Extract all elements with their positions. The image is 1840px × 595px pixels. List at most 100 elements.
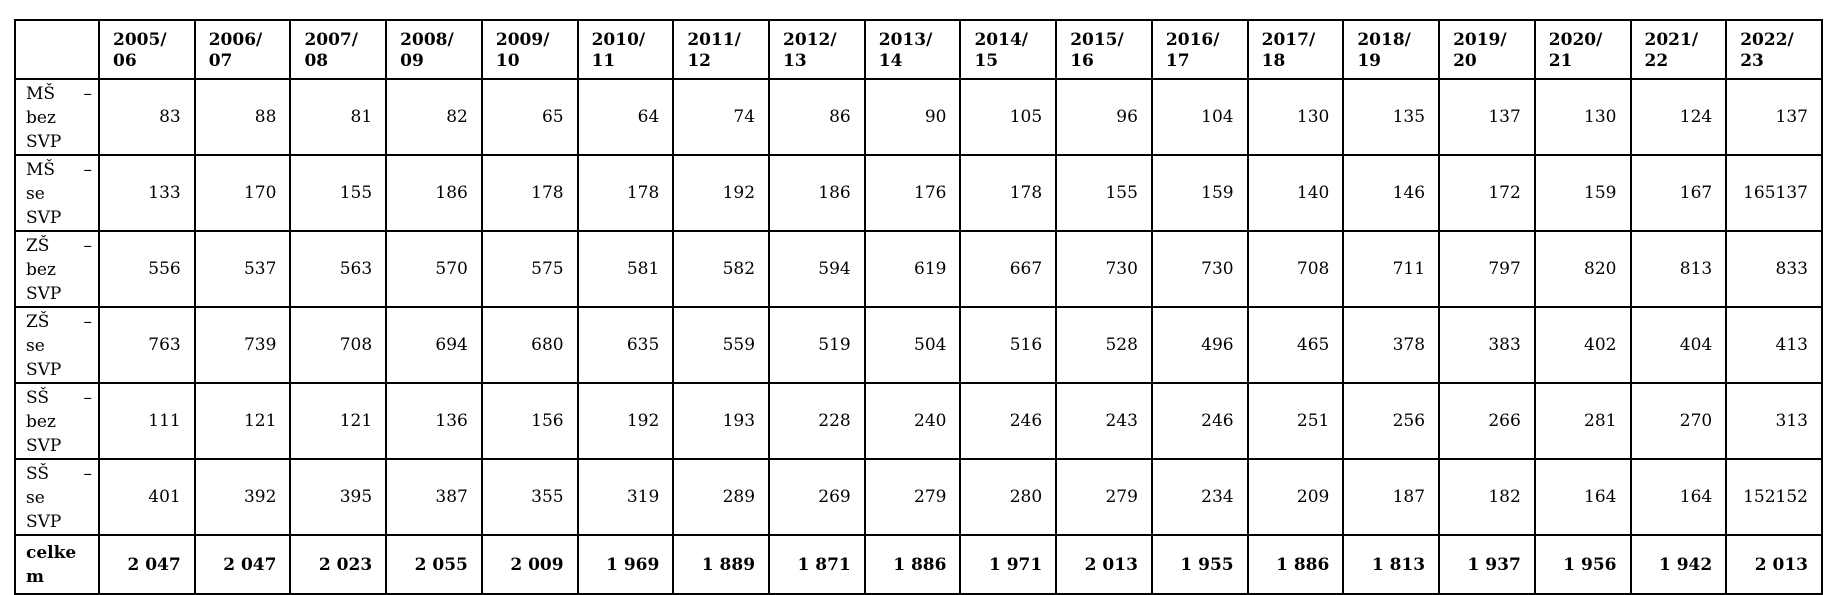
table-cell: 319	[576, 458, 675, 536]
table-cell: 694	[385, 306, 483, 384]
table-row: ZŠ – bez SVP 556 537 563 570 575 581 582 594 619 667 7…	[14, 230, 1823, 308]
year-header-text: 2009/	[495, 30, 550, 50]
year-header-text: 2012/	[783, 30, 837, 50]
year-header: 2009/10	[480, 19, 579, 80]
table-cell: 680	[480, 306, 579, 384]
row-header-dash: –	[83, 84, 93, 104]
row-header-text: bez	[26, 412, 56, 432]
table-cell: 395	[289, 458, 388, 536]
year-header: 2020/21	[1533, 19, 1632, 80]
year-header-text: 06	[113, 51, 137, 71]
table-cell: 708	[289, 306, 388, 384]
year-header-text: 21	[1548, 51, 1573, 71]
year-header-text: 10	[495, 51, 520, 71]
table-row: SŠ – bez SVP 111 121 121 136 156 192 193 228 240 246 2…	[14, 382, 1823, 460]
table-cell: 133	[98, 154, 196, 232]
row-header-text: SVP	[26, 512, 62, 532]
table-cell: 556	[98, 230, 196, 308]
row-header: SŠ – se SVP	[14, 458, 100, 536]
year-header: 2021/22	[1629, 19, 1728, 80]
table-cell: 251	[1246, 382, 1345, 460]
table-cell: 559	[672, 306, 771, 384]
table-cell: 186	[768, 154, 866, 232]
table-cell: 402	[1533, 306, 1632, 384]
table-cell: 270	[1629, 382, 1728, 460]
year-header: 2010/11	[576, 19, 675, 80]
table-cell: 124	[1629, 78, 1728, 156]
row-header-level: MŠ	[26, 84, 56, 104]
table-cell: 164	[1533, 458, 1632, 536]
row-header-text: se	[26, 336, 45, 356]
table-body: MŠ – bez SVP 83 88 81 82 65 64 74 86 90 105 96 104 130 13…	[14, 78, 1823, 595]
table-cell: 496	[1150, 306, 1249, 384]
table-cell: 81	[289, 78, 388, 156]
table-cell: 730	[1055, 230, 1153, 308]
table-cell: 243	[1055, 382, 1153, 460]
total-cell: 1 889	[672, 534, 771, 595]
table-cell: 667	[959, 230, 1058, 308]
year-header: 2005/06	[98, 19, 196, 80]
table-cell: 192	[576, 382, 675, 460]
table-cell: 279	[863, 458, 962, 536]
total-row-header: celke m	[14, 534, 100, 595]
year-header-text: 2005/	[113, 30, 167, 50]
table-cell: 193	[672, 382, 771, 460]
table-cell: 404	[1629, 306, 1728, 384]
row-header-text: SVP	[26, 284, 62, 304]
year-header-text: 2011/	[687, 30, 741, 50]
row-header-dash: –	[83, 236, 93, 256]
row-header-text: SVP	[26, 208, 62, 228]
row-header: ZŠ – se SVP	[14, 306, 100, 384]
total-cell: 2 047	[193, 534, 292, 595]
year-header-text: 16	[1070, 51, 1094, 71]
table-cell: 192	[672, 154, 771, 232]
table-cell: 74	[672, 78, 771, 156]
table-cell: 355	[480, 458, 579, 536]
row-header-text: SVP	[26, 436, 62, 456]
year-header-text: 08	[304, 51, 329, 71]
table-cell: 159	[1150, 154, 1249, 232]
total-cell: 1 871	[768, 534, 866, 595]
year-header-text: 19	[1357, 51, 1382, 71]
table-cell: 130	[1533, 78, 1632, 156]
table-cell: 619	[863, 230, 962, 308]
year-header-text: 2022/	[1740, 30, 1794, 50]
total-cell: 2 013	[1725, 534, 1823, 595]
table-cell: 280	[959, 458, 1058, 536]
year-header: 2012/13	[768, 19, 866, 80]
year-header: 2017/18	[1246, 19, 1345, 80]
table-cell: 96	[1055, 78, 1153, 156]
year-header-text: 15	[974, 51, 999, 71]
year-header-text: 2017/	[1261, 30, 1316, 50]
table-cell: 246	[959, 382, 1058, 460]
table-cell: 121	[193, 382, 292, 460]
year-header-text: 22	[1644, 51, 1669, 71]
table-cell: 176	[863, 154, 962, 232]
total-cell: 1 969	[576, 534, 675, 595]
table-cell: 146	[1342, 154, 1441, 232]
row-header-text: SVP	[26, 360, 62, 380]
table-cell: 121	[289, 382, 388, 460]
table-cell: 170	[193, 154, 292, 232]
row-header-dash: –	[83, 464, 93, 484]
table-cell: 575	[480, 230, 579, 308]
table-cell: 65	[480, 78, 579, 156]
total-cell: 1 971	[959, 534, 1058, 595]
table-cell: 763	[98, 306, 196, 384]
year-header: 2018/19	[1342, 19, 1441, 80]
total-cell: 1 886	[1246, 534, 1345, 595]
year-header-text: 2015/	[1070, 30, 1124, 50]
table-cell: 156	[480, 382, 579, 460]
table-cell: 178	[959, 154, 1058, 232]
table-cell: 387	[385, 458, 483, 536]
total-cell: 1 956	[1533, 534, 1632, 595]
year-header: 2015/16	[1055, 19, 1153, 80]
year-header-text: 23	[1740, 51, 1764, 71]
year-header: 2019/20	[1438, 19, 1536, 80]
row-header-dash: –	[83, 160, 93, 180]
year-header-text: 20	[1453, 51, 1477, 71]
table-cell: 256	[1342, 382, 1441, 460]
table-cell: 708	[1246, 230, 1345, 308]
row-header-level: SŠ	[26, 464, 49, 484]
year-header: 2016/17	[1150, 19, 1249, 80]
